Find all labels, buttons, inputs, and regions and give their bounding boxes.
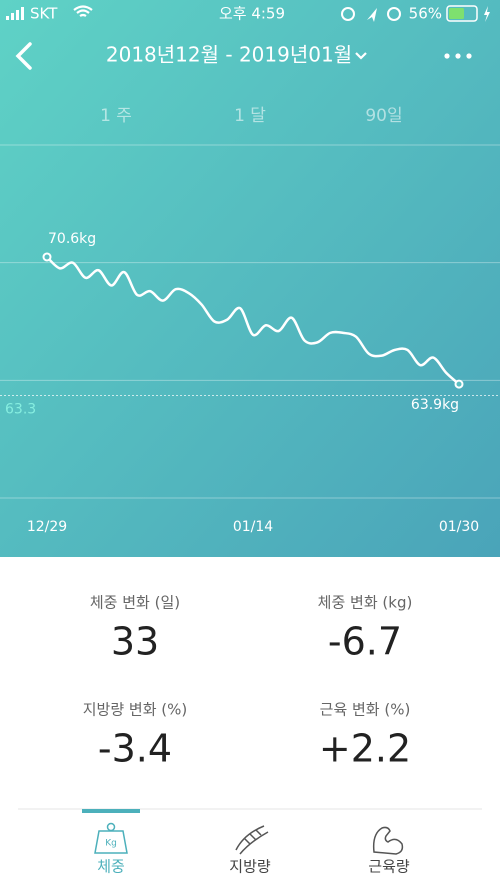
lock-icon [341, 7, 355, 21]
stat-label: 근육 변화 (%) [320, 701, 411, 719]
period-tab[interactable]: 1 주 [100, 106, 132, 126]
back-button[interactable] [15, 42, 32, 70]
wifi-icon [73, 5, 93, 17]
battery-level [449, 8, 464, 19]
stat-label: 체중 변화 (kg) [318, 594, 413, 612]
dropdown-icon[interactable] [355, 52, 367, 60]
active-tab-indicator [82, 809, 140, 813]
nav-label[interactable]: 체중 [97, 858, 125, 876]
x-tick-label: 01/14 [233, 519, 273, 535]
nav-label[interactable]: 근육량 [368, 858, 410, 876]
carrier: SKT [30, 5, 58, 23]
more-button[interactable] [444, 53, 472, 59]
x-tick-label: 01/30 [439, 519, 479, 535]
value-label: 63.9kg [411, 397, 459, 413]
weight-icon[interactable]: Kg [94, 822, 128, 854]
battery-text: 56% [409, 5, 442, 23]
stat-label: 지방량 변화 (%) [83, 701, 188, 719]
date-range[interactable]: 2018년12월 - 2019년01월 [106, 43, 352, 67]
svg-text:Kg: Kg [105, 839, 117, 849]
stat-value: +2.2 [319, 727, 411, 771]
clock: 오후 4:59 [219, 5, 285, 23]
signal-icon [6, 7, 24, 20]
location-icon [367, 8, 377, 22]
target-label: 63.3 [5, 402, 36, 418]
weight-line [46, 256, 460, 386]
charging-icon [484, 6, 490, 22]
end-point [454, 379, 464, 389]
stat-label: 체중 변화 (일) [90, 594, 180, 612]
header-background [0, 0, 500, 557]
period-tab[interactable]: 1 달 [234, 106, 266, 126]
muscle-icon[interactable] [372, 826, 404, 855]
battery-icon [446, 5, 478, 22]
stat-value: 33 [111, 620, 159, 664]
stat-value: -3.4 [98, 727, 172, 771]
stat-value: -6.7 [328, 620, 402, 664]
period-tab[interactable]: 90일 [365, 106, 402, 126]
x-tick-label: 12/29 [27, 519, 67, 535]
end-point [42, 252, 52, 262]
nav-label[interactable]: 지방량 [229, 858, 271, 876]
value-label: 70.6kg [48, 231, 96, 247]
fat-icon[interactable] [235, 825, 269, 855]
alarm-icon [387, 7, 401, 21]
